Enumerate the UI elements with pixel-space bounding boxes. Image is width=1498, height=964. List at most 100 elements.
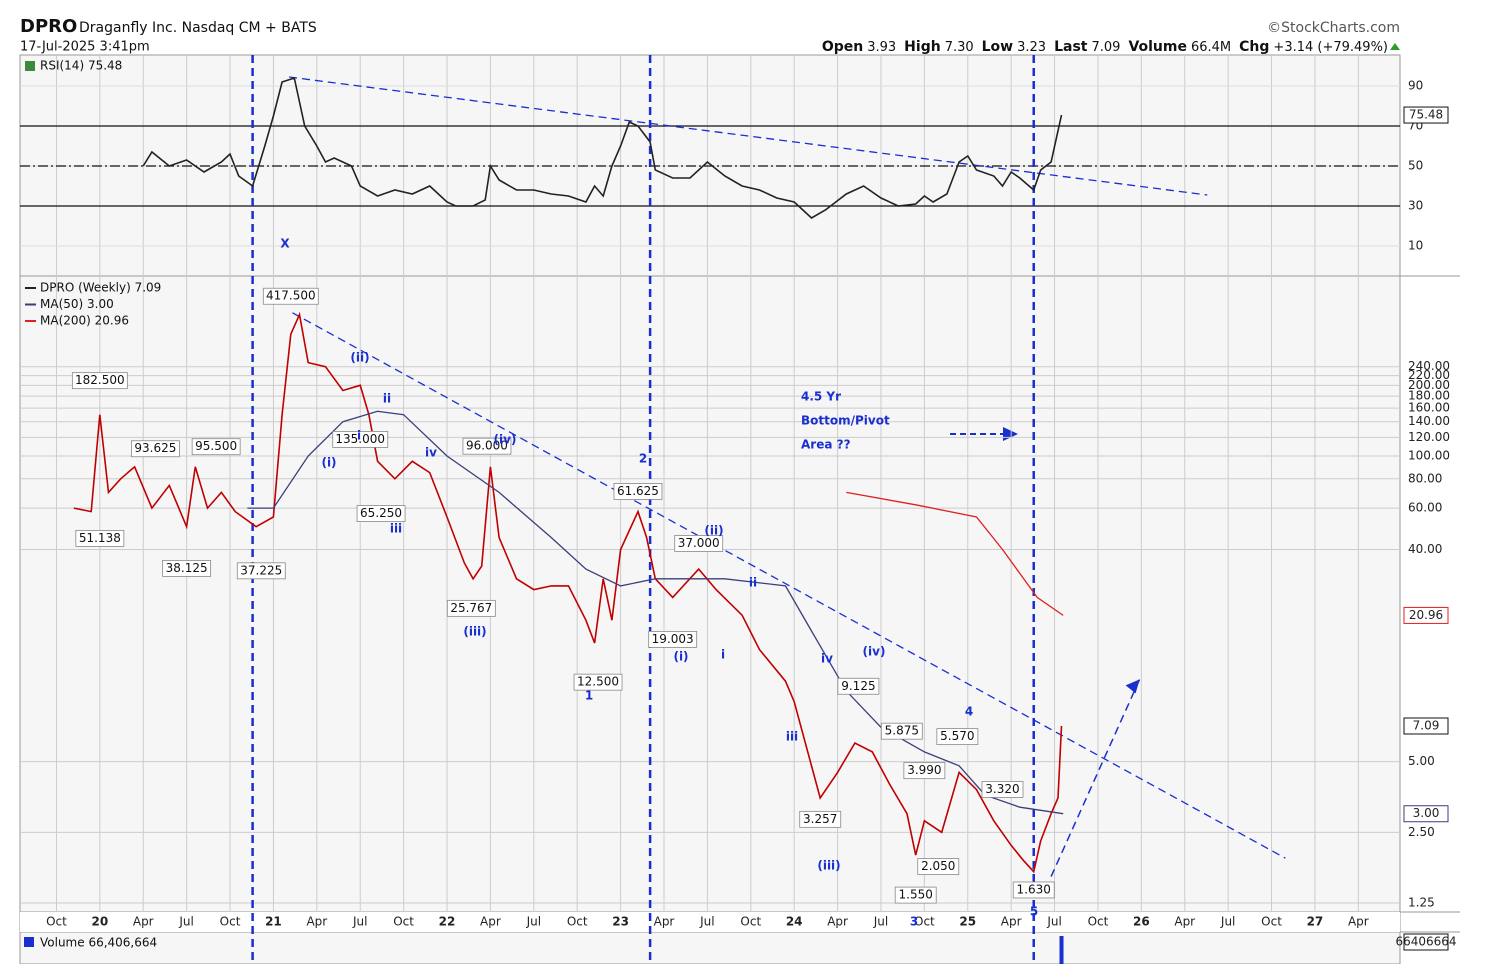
legend-icon	[25, 61, 35, 71]
series-line	[73, 311, 1063, 874]
x-tick-label: 22	[439, 915, 456, 929]
point-label-box	[674, 535, 724, 552]
point-label: 37.000	[678, 536, 720, 550]
value-tag-box	[1403, 933, 1449, 951]
x-tick-label: Jul	[526, 915, 541, 929]
quote-value: 3.23	[1017, 40, 1046, 55]
point-label-box	[356, 505, 406, 522]
y-tick-label: 100.00	[1408, 449, 1450, 463]
plot-area	[19, 54, 1401, 964]
point-label-box	[880, 722, 923, 740]
quote-label: Open	[822, 39, 863, 55]
point-label: 135.000	[335, 432, 385, 446]
value-tag: 7.09	[1413, 719, 1440, 733]
x-tick-label: Apr	[1348, 915, 1369, 929]
wave-label: 2	[639, 452, 647, 466]
point-label: 93.625	[134, 441, 176, 455]
point-label-box	[75, 530, 125, 547]
point-label-box	[613, 483, 663, 500]
quote-label: Last	[1054, 39, 1088, 55]
wave-label: iv	[821, 652, 833, 666]
y-tick-label: 5.00	[1408, 754, 1435, 768]
point-label: 5.570	[940, 729, 974, 743]
point-label-box	[799, 810, 842, 828]
quote-label: Low	[982, 39, 1014, 55]
series-line	[846, 491, 1064, 616]
point-label: 3.990	[907, 763, 941, 777]
point-label: 96.000	[466, 439, 508, 453]
series-line	[247, 410, 1064, 815]
point-label: 38.125	[166, 561, 208, 575]
point-label-box	[648, 631, 698, 648]
annotation: Bottom/Pivot	[801, 414, 890, 428]
quote-value: +3.14 (+79.49%)	[1273, 40, 1388, 55]
x-tick-label: 25	[959, 915, 976, 929]
x-tick-label: Oct	[567, 915, 588, 929]
wave-label: (i)	[321, 456, 336, 470]
value-tag: 20.96	[1409, 608, 1443, 622]
x-tick-label: 23	[612, 915, 629, 929]
point-label-box	[262, 287, 319, 305]
up-icon	[1390, 43, 1400, 50]
wave-label: ii	[749, 576, 757, 590]
wave-label: 3	[910, 915, 918, 929]
value-tag: 3.00	[1413, 806, 1440, 820]
y-tick-label: 120.00	[1408, 430, 1450, 444]
wave-label: (ii)	[350, 351, 369, 365]
point-label-box	[130, 440, 180, 458]
x-tick-label: Oct	[1088, 915, 1109, 929]
y-tick-label: 40.00	[1408, 542, 1442, 556]
x-tick-label: Oct	[220, 915, 241, 929]
quote-value: 66.4M	[1191, 40, 1231, 55]
annotation: Area ??	[801, 438, 851, 452]
point-label: 182.500	[75, 373, 125, 387]
point-label-box	[462, 437, 512, 455]
point-label: 65.250	[360, 506, 402, 520]
source: ©StockCharts.com	[1267, 20, 1400, 36]
company: Draganfly Inc. Nasdaq CM + BATS	[79, 20, 317, 36]
wave-label: 5	[1030, 905, 1038, 919]
x-tick-label: Jul	[1220, 915, 1235, 929]
point-label: 3.257	[803, 812, 837, 826]
wave-label: (ii)	[704, 524, 723, 538]
wave-label: i	[357, 429, 361, 443]
x-tick-label: 20	[91, 915, 108, 929]
wave-label: (iii)	[463, 625, 486, 639]
point-label: 61.625	[617, 484, 659, 498]
x-tick-label: Apr	[480, 915, 501, 929]
symbol: DPRO	[20, 16, 77, 37]
y-tick-label: 30	[1408, 199, 1423, 213]
point-label: 417.500	[266, 289, 316, 303]
point-label: 95.500	[195, 439, 237, 453]
y-tick-label: 220.00	[1408, 368, 1450, 382]
y-tick-label: 10	[1408, 239, 1423, 253]
forecast-arrow	[1050, 679, 1141, 877]
point-label: 51.138	[79, 531, 121, 545]
volume-bar	[1059, 936, 1064, 964]
point-label-box	[191, 438, 241, 456]
wave-label: i	[721, 648, 725, 662]
point-label: 19.003	[652, 632, 694, 646]
point-label-box	[71, 372, 128, 390]
quote-label: High	[904, 39, 941, 55]
x-tick-label: Oct	[1261, 915, 1282, 929]
value-tag-box	[1403, 805, 1449, 823]
point-label-box	[573, 673, 623, 691]
x-tick-label: 26	[1133, 915, 1150, 929]
wave-label: 4	[965, 705, 973, 719]
point-label: 12.500	[577, 675, 619, 689]
x-tick-label: Jul	[873, 915, 888, 929]
point-label-box	[446, 599, 496, 617]
x-tick-label: Jul	[1046, 915, 1061, 929]
legend-label: Volume 66,406,664	[40, 936, 157, 950]
y-tick-label: 200.00	[1408, 378, 1450, 392]
point-label: 5.875	[885, 724, 919, 738]
annotation: 4.5 Yr	[801, 390, 841, 404]
point-label: 1.630	[1017, 882, 1051, 896]
date: 17-Jul-2025 3:41pm	[20, 40, 150, 55]
x-tick-label: Apr	[654, 915, 675, 929]
y-tick-label: 180.00	[1408, 389, 1450, 403]
x-tick-label: Oct	[46, 915, 67, 929]
y-tick-label: 1.25	[1408, 896, 1435, 910]
